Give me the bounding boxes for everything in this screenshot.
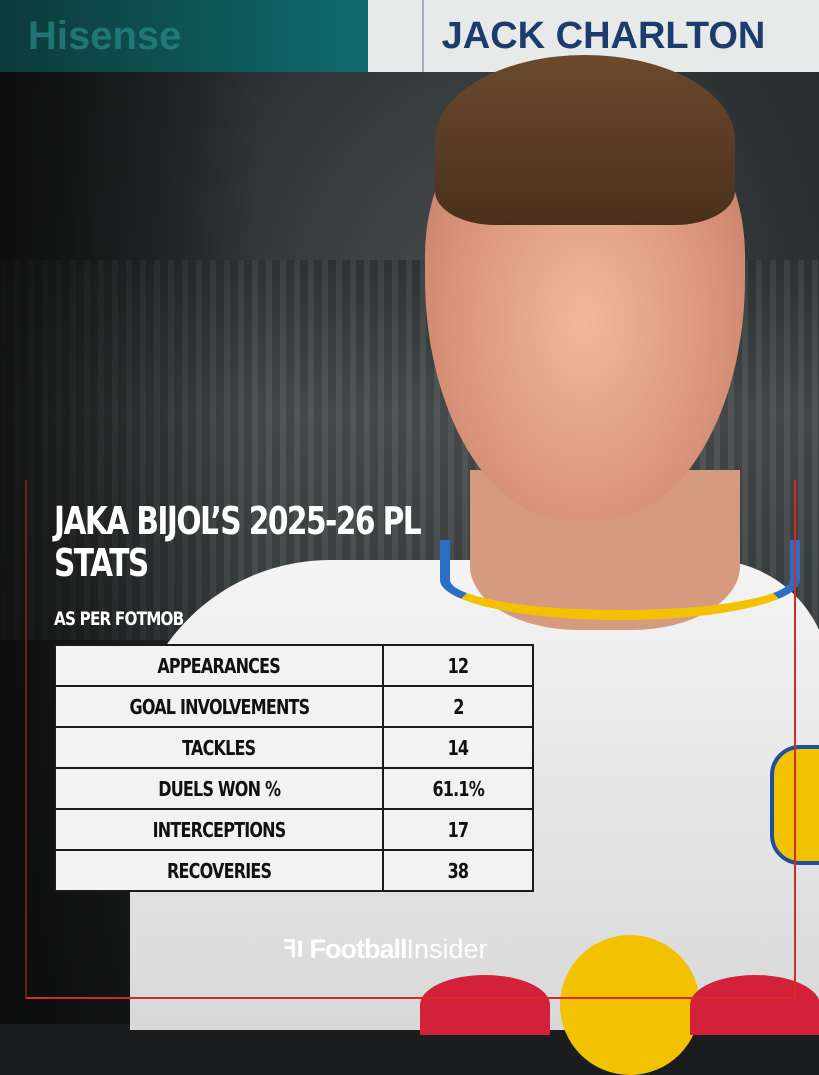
table-row: GOAL INVOLVEMENTS 2 [54, 685, 534, 728]
stat-label-text: INTERCEPTIONS [152, 817, 287, 842]
stat-value: 17 [382, 808, 534, 851]
stat-label: INTERCEPTIONS [54, 808, 384, 851]
stat-label: APPEARANCES [54, 644, 384, 687]
fi-logo-icon: ꟻI [283, 936, 304, 963]
divider [421, 0, 424, 72]
table-row: APPEARANCES 12 [54, 644, 534, 687]
subtitle: AS PER FOTMOB [54, 608, 184, 630]
table-row: TACKLES 14 [54, 726, 534, 769]
stat-label: DUELS WON % [54, 767, 384, 810]
stat-label-text: RECOVERIES [166, 858, 272, 883]
table-row: INTERCEPTIONS 17 [54, 808, 534, 851]
stand-sign: JACK CHARLTON [368, 0, 819, 72]
stat-value-text: 2 [452, 694, 464, 719]
stat-value: 14 [382, 726, 534, 769]
stat-value-text: 17 [447, 817, 469, 842]
logo-light: Insider [406, 934, 488, 964]
stat-label: RECOVERIES [54, 849, 384, 892]
stats-table: APPEARANCES 12 GOAL INVOLVEMENTS 2 TACKLES 14… [54, 644, 534, 892]
stat-value-text: 14 [447, 735, 469, 760]
sponsor-text: Hisense [28, 13, 182, 58]
stat-label-text: TACKLES [182, 735, 256, 760]
stat-value: 61.1% [382, 767, 534, 810]
stat-label-text: GOAL INVOLVEMENTS [129, 694, 310, 719]
stand-name: JACK CHARLTON [441, 14, 766, 57]
stadium-banner: Hisense JACK CHARLTON [0, 0, 819, 72]
table-row: RECOVERIES 38 [54, 849, 534, 892]
table-row: DUELS WON % 61.1% [54, 767, 534, 810]
stat-value-text: 38 [447, 858, 469, 883]
stat-label-text: APPEARANCES [157, 653, 281, 678]
red-frame [25, 480, 796, 999]
page-title: JAKA BIJOL’S 2025-26 PL STATS [54, 499, 422, 585]
stat-label-text: DUELS WON % [158, 776, 281, 801]
player-hair [435, 55, 735, 225]
stat-value-text: 61.1% [432, 776, 484, 801]
sponsor-board: Hisense [0, 0, 368, 72]
stat-value: 38 [382, 849, 534, 892]
stat-label: TACKLES [54, 726, 384, 769]
stat-label: GOAL INVOLVEMENTS [54, 685, 384, 728]
stat-value: 2 [382, 685, 534, 728]
football-insider-logo: ꟻI Football Insider [283, 934, 488, 965]
stat-value-text: 12 [447, 653, 469, 678]
logo-bold: Football [309, 934, 407, 964]
stat-value: 12 [382, 644, 534, 687]
